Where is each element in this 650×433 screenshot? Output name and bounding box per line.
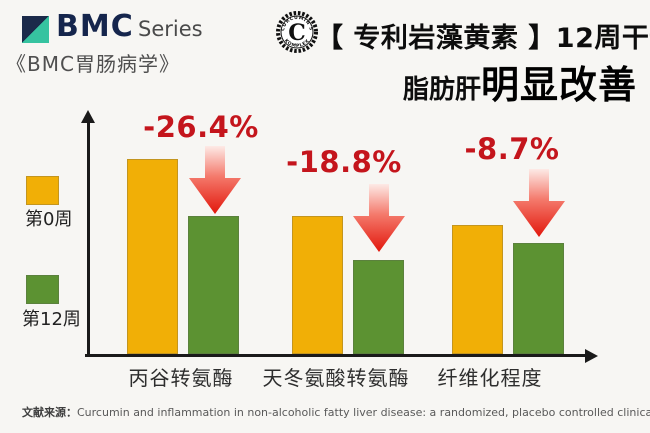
down-arrow-icon-1 <box>353 184 405 256</box>
citation-source-label: 文献来源： <box>22 406 77 419</box>
x-axis-line <box>85 354 586 357</box>
title-line2: 脂肪肝明显改善 <box>403 54 637 109</box>
bar-week0-0 <box>127 159 178 354</box>
percent-change-label-0: -26.4% <box>143 110 259 144</box>
down-arrow-icon-0 <box>189 146 241 218</box>
x-axis-label-0: 丙谷转氨酶 <box>128 366 234 390</box>
brand-series: Series <box>138 17 203 41</box>
citation-source-text: Curcumin and inflammation in non-alcohol… <box>77 406 650 419</box>
brand-name: BMC <box>56 9 134 44</box>
bar-week0-1 <box>292 215 343 354</box>
svg-text:C: C <box>288 20 306 46</box>
title-line2-prefix: 脂肪肝 <box>402 75 481 105</box>
curcumin-stamp-icon: CURCUMIN'S KOMPLEX C <box>276 11 318 53</box>
bar-week12-0 <box>188 215 239 354</box>
citation: 文献来源：Curcumin and inflammation in non-al… <box>22 404 650 420</box>
x-axis-arrow-icon <box>585 349 598 363</box>
percent-change-label-1: -18.8% <box>286 145 402 179</box>
legend-week12-swatch <box>26 275 59 304</box>
legend-week0-swatch <box>26 176 59 205</box>
x-axis-label-2: 纤维化程度 <box>437 366 543 390</box>
y-axis-line <box>87 122 90 355</box>
journal-name: 《BMC胃肠病学》 <box>6 52 180 76</box>
title-line1: 【 专利岩藻黄素 】12周干预 <box>316 23 650 54</box>
x-axis-label-1: 天冬氨酸转氨酶 <box>262 366 410 390</box>
legend-week0-label: 第0周 <box>25 209 73 230</box>
bar-week12-1 <box>353 260 404 354</box>
percent-change-label-2: -8.7% <box>464 132 560 166</box>
y-axis-arrow-icon <box>81 110 95 123</box>
bar-week0-2 <box>452 225 503 354</box>
bmc-logo-icon <box>22 16 49 43</box>
down-arrow-icon-2 <box>513 169 565 241</box>
legend-week12-label: 第12周 <box>22 309 81 330</box>
bar-week12-2 <box>513 242 564 354</box>
title-line2-emphasis: 明显改善 <box>480 63 637 107</box>
